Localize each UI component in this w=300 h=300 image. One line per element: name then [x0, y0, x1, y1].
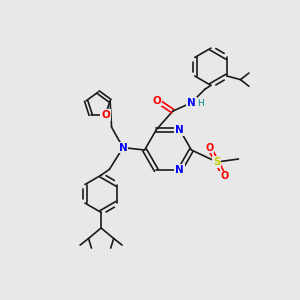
Text: O: O — [205, 142, 214, 153]
Text: O: O — [153, 96, 162, 106]
Text: O: O — [101, 110, 110, 120]
Text: H: H — [197, 99, 204, 108]
Text: S: S — [213, 157, 220, 167]
Text: N: N — [118, 142, 127, 153]
Text: N: N — [175, 165, 184, 175]
Text: O: O — [220, 171, 229, 182]
Text: N: N — [175, 125, 184, 135]
Text: N: N — [187, 98, 196, 108]
